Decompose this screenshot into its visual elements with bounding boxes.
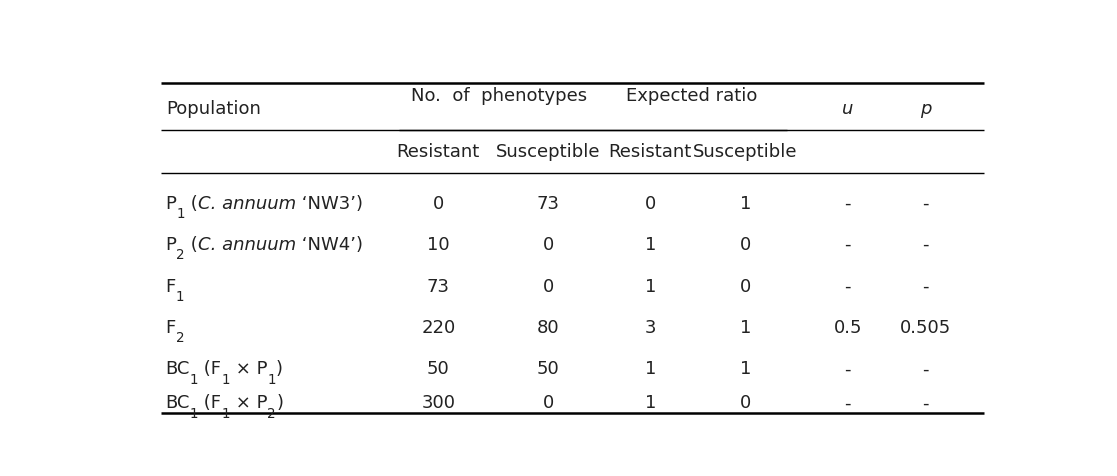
Text: 0.505: 0.505 <box>900 319 952 337</box>
Text: -: - <box>923 360 929 378</box>
Text: 1: 1 <box>267 373 276 387</box>
Text: 2: 2 <box>176 248 185 262</box>
Text: 1: 1 <box>190 407 199 421</box>
Text: u: u <box>842 100 853 118</box>
Text: C. annuum: C. annuum <box>198 236 296 254</box>
Text: 1: 1 <box>176 207 185 221</box>
Text: 0: 0 <box>739 236 752 254</box>
Text: 1: 1 <box>190 373 199 387</box>
Text: 0.5: 0.5 <box>833 319 862 337</box>
Text: 300: 300 <box>421 395 456 413</box>
Text: -: - <box>844 236 851 254</box>
Text: Expected ratio: Expected ratio <box>627 87 757 105</box>
Text: 1: 1 <box>645 236 656 254</box>
Text: ‘NW4’): ‘NW4’) <box>296 236 363 254</box>
Text: -: - <box>844 360 851 378</box>
Text: 1: 1 <box>645 395 656 413</box>
Text: (: ( <box>185 195 198 213</box>
Text: 0: 0 <box>645 195 656 213</box>
Text: Population: Population <box>165 100 260 118</box>
Text: 2: 2 <box>175 331 184 345</box>
Text: 0: 0 <box>543 395 554 413</box>
Text: -: - <box>923 195 929 213</box>
Text: 80: 80 <box>537 319 560 337</box>
Text: 0: 0 <box>432 195 443 213</box>
Text: F: F <box>165 278 175 296</box>
Text: ‘NW3’): ‘NW3’) <box>296 195 363 213</box>
Text: Resistant: Resistant <box>609 143 693 161</box>
Text: Resistant: Resistant <box>397 143 480 161</box>
Text: Susceptible: Susceptible <box>694 143 798 161</box>
Text: 0: 0 <box>543 278 554 296</box>
Text: -: - <box>923 236 929 254</box>
Text: P: P <box>165 236 176 254</box>
Text: BC: BC <box>165 395 190 413</box>
Text: 1: 1 <box>221 373 230 387</box>
Text: 73: 73 <box>537 195 560 213</box>
Text: 2: 2 <box>267 407 276 421</box>
Text: 1: 1 <box>739 360 752 378</box>
Text: No.  of  phenotypes: No. of phenotypes <box>411 87 586 105</box>
Text: BC: BC <box>165 360 190 378</box>
Text: 1: 1 <box>739 195 752 213</box>
Text: ): ) <box>276 395 283 413</box>
Text: F: F <box>165 319 175 337</box>
Text: 1: 1 <box>175 290 184 304</box>
Text: 0: 0 <box>739 278 752 296</box>
Text: C. annuum: C. annuum <box>198 195 296 213</box>
Text: 3: 3 <box>645 319 656 337</box>
Text: 1: 1 <box>739 319 752 337</box>
Text: -: - <box>844 195 851 213</box>
Text: 0: 0 <box>739 395 752 413</box>
Text: -: - <box>844 278 851 296</box>
Text: P: P <box>165 195 176 213</box>
Text: 50: 50 <box>427 360 450 378</box>
Text: × P: × P <box>230 360 267 378</box>
Text: -: - <box>923 278 929 296</box>
Text: 220: 220 <box>421 319 456 337</box>
Text: (F: (F <box>199 395 221 413</box>
Text: ): ) <box>276 360 283 378</box>
Text: × P: × P <box>230 395 267 413</box>
Text: p: p <box>920 100 932 118</box>
Text: (: ( <box>185 236 198 254</box>
Text: (F: (F <box>199 360 221 378</box>
Text: -: - <box>844 395 851 413</box>
Text: 10: 10 <box>427 236 450 254</box>
Text: 1: 1 <box>645 278 656 296</box>
Text: Susceptible: Susceptible <box>496 143 601 161</box>
Text: 1: 1 <box>645 360 656 378</box>
Text: 1: 1 <box>221 407 230 421</box>
Text: 0: 0 <box>543 236 554 254</box>
Text: 50: 50 <box>537 360 560 378</box>
Text: -: - <box>923 395 929 413</box>
Text: 73: 73 <box>427 278 450 296</box>
